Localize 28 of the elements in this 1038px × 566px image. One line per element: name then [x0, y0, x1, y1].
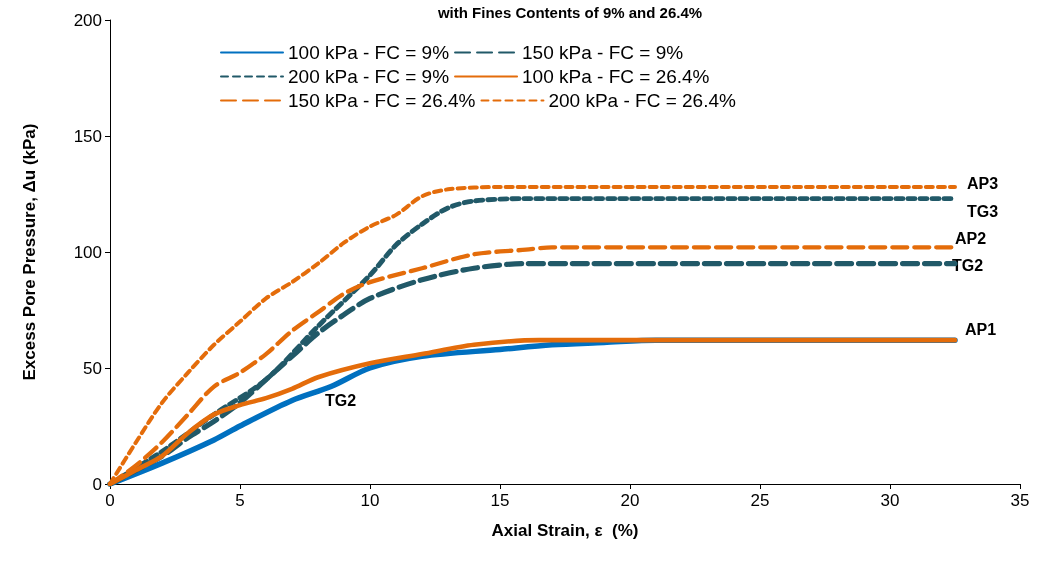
legend-label: 200 kPa - FC = 9% [288, 66, 450, 87]
annotation: TG3 [967, 202, 999, 220]
x-tick-label: 10 [360, 491, 380, 510]
y-tick-label: 0 [92, 474, 102, 494]
legend-label: 200 kPa - FC = 26.4% [548, 90, 737, 111]
annotation: AP1 [965, 320, 997, 338]
annotation: TG2 [952, 256, 984, 274]
y-tick-label: 100 [73, 242, 102, 262]
legend-label: 100 kPa - FC = 9% [288, 42, 450, 63]
x-tick-label: 5 [235, 491, 245, 510]
annotation: AP3 [967, 174, 999, 192]
x-tick-label: 0 [105, 491, 115, 510]
chart-title: with Fines Contents of 9% and 26.4% [436, 4, 703, 21]
y-tick-label: 50 [83, 358, 102, 378]
x-axis-title: Axial Strain, ε (%) [491, 521, 639, 540]
x-tick-label: 20 [620, 491, 640, 510]
y-tick-label: 200 [73, 10, 102, 30]
annotation: AP2 [955, 229, 987, 247]
annotation: TG2 [325, 391, 357, 409]
x-tick-label: 35 [1010, 491, 1030, 510]
legend-label: 150 kPa - FC = 9% [522, 42, 684, 63]
legend-label: 100 kPa - FC = 26.4% [522, 66, 710, 87]
legend-label: 150 kPa - FC = 26.4% [288, 90, 476, 111]
x-tick-label: 25 [750, 491, 770, 510]
y-axis-title: Excess Pore Pressure, Δu (kPa) [20, 123, 39, 381]
y-tick-label: 150 [73, 126, 102, 146]
x-tick-label: 30 [880, 491, 900, 510]
x-tick-label: 15 [490, 491, 510, 510]
